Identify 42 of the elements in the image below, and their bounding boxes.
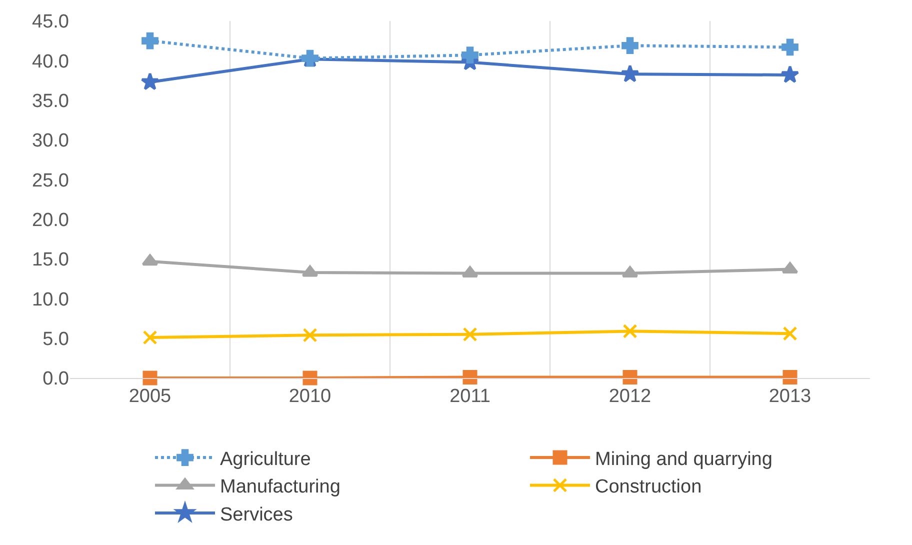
point [302, 328, 318, 342]
point [462, 327, 478, 342]
y-tick-label: 40.0 [32, 51, 69, 72]
point [142, 32, 158, 50]
x-tick-label: 2013 [768, 386, 812, 407]
y-tick-label: 45.0 [32, 12, 69, 33]
point [142, 370, 158, 386]
point [302, 265, 318, 277]
point [622, 370, 638, 384]
y-tick-label: 25.0 [32, 170, 69, 192]
y-tick-label: 10.0 [32, 289, 69, 310]
y-tick-label: 30.0 [32, 130, 69, 152]
legend-label: Construction [595, 476, 702, 498]
y-tick-label: 35.0 [32, 90, 69, 112]
point [780, 65, 800, 83]
point [302, 370, 318, 386]
legend-label: Agriculture [220, 448, 311, 470]
point [622, 324, 638, 338]
x-tick-label: 2012 [608, 386, 652, 407]
point [782, 262, 798, 274]
point [462, 46, 478, 64]
point [782, 38, 798, 56]
y-tick-label: 5.0 [42, 328, 69, 350]
point [142, 254, 158, 266]
x-tick-label: 2010 [288, 386, 332, 407]
y-tick-label: 15.0 [32, 250, 69, 271]
point [140, 72, 160, 90]
point [622, 37, 638, 54]
point [782, 326, 798, 341]
point [462, 370, 478, 384]
legend-label: Manufacturing [220, 476, 340, 498]
x-tick-label: 2011 [450, 386, 490, 407]
point [622, 266, 638, 278]
point [462, 266, 478, 278]
legend-label: Services [220, 504, 293, 526]
point [142, 330, 158, 345]
legend-label: Mining and quarrying [595, 448, 772, 470]
y-tick-label: 20.0 [32, 210, 69, 231]
point [782, 370, 798, 384]
x-tick-label: 2005 [128, 386, 172, 407]
y-tick-label: 0.0 [42, 368, 69, 390]
point [620, 64, 640, 82]
